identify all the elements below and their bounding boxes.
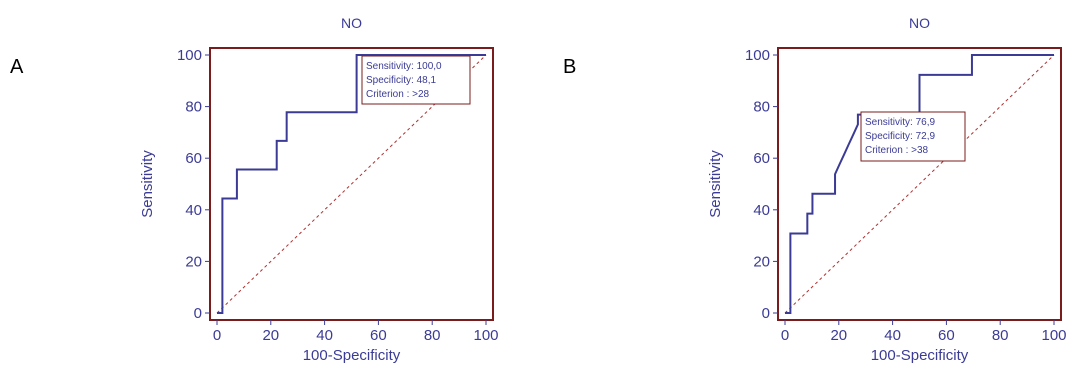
y-tick-label: 40	[753, 202, 770, 219]
y-tick-label: 80	[753, 99, 770, 116]
roc-curve	[785, 54, 1054, 314]
x-tick-label: 40	[316, 327, 333, 344]
y-tick-label: 20	[753, 253, 770, 270]
reference-diagonal	[784, 54, 1055, 314]
roc-chart-b: NO 00 20 20 40 40 60 60 80 80 100 100 100-Specificit…	[707, 15, 1067, 364]
y-tick-label: 0	[194, 305, 202, 322]
annotation-text: Criterion : >28	[366, 89, 430, 100]
x-tick-label: 40	[884, 327, 901, 344]
x-tick-label: 60	[938, 327, 955, 344]
roc-chart-a: NO 00 20 20 40 40 60 60 80 80 100 100 100-Specificit…	[139, 15, 499, 364]
x-tick-label: 100	[1041, 327, 1066, 344]
annotation-text: Specificity: 48,1	[366, 75, 436, 86]
x-tick-label: 0	[781, 327, 789, 344]
annotation-text: Sensitivity: 100,0	[366, 61, 442, 72]
annotation-box	[860, 111, 966, 162]
y-axis-label: Sensitivity	[139, 150, 156, 218]
x-tick-label: 80	[424, 327, 441, 344]
x-tick-label: 20	[830, 327, 847, 344]
reference-diagonal	[216, 54, 487, 314]
annotation-text: Specificity: 72,9	[865, 131, 935, 142]
panel-label-a: A	[10, 56, 24, 78]
x-axis-label: 100-Specificity	[871, 347, 969, 364]
plot-frame	[777, 47, 1062, 321]
chart-title: NO	[909, 15, 930, 31]
y-tick-label: 80	[185, 99, 202, 116]
x-tick-label: 60	[370, 327, 387, 344]
roc-curve	[217, 54, 486, 314]
y-tick-label: 100	[745, 47, 770, 64]
y-tick-label: 60	[185, 150, 202, 167]
y-axis-label: Sensitivity	[707, 150, 724, 218]
y-tick-label: 100	[177, 47, 202, 64]
annotation-text: Sensitivity: 76,9	[865, 117, 935, 128]
x-tick-label: 20	[262, 327, 279, 344]
x-tick-label: 0	[213, 327, 221, 344]
plot-frame	[209, 47, 494, 321]
chart-title: NO	[341, 15, 362, 31]
annotation-box	[361, 55, 471, 105]
annotation-text: Criterion : >38	[865, 145, 929, 156]
panel-label-b: B	[563, 56, 577, 78]
x-tick-label: 100	[473, 327, 498, 344]
y-tick-label: 0	[762, 305, 770, 322]
x-tick-label: 80	[992, 327, 1009, 344]
y-tick-label: 40	[185, 202, 202, 219]
y-tick-label: 60	[753, 150, 770, 167]
y-tick-label: 20	[185, 253, 202, 270]
x-axis-label: 100-Specificity	[303, 347, 401, 364]
